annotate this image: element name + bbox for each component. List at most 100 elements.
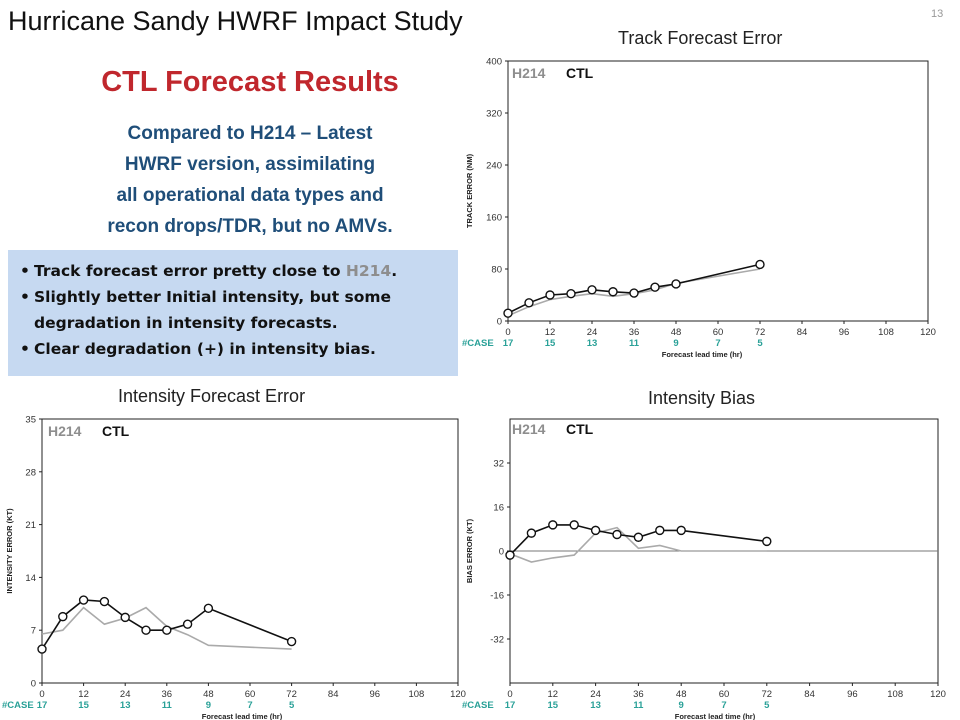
- track-chart-title: Track Forecast Error: [618, 28, 783, 48]
- y-axis-label: TRACK ERROR (NM): [465, 153, 474, 228]
- x-tick-label: 96: [839, 327, 850, 338]
- y-tick-label: 80: [491, 265, 502, 276]
- x-tick-label: 96: [370, 689, 381, 700]
- bullet-dot-icon: •: [20, 262, 30, 280]
- legend-label: CTL: [102, 423, 130, 439]
- bullet-dot-icon: •: [20, 340, 30, 358]
- section-title: CTL Forecast Results: [101, 66, 399, 98]
- series-line-ctl: [507, 263, 761, 314]
- case-count: 11: [633, 700, 644, 711]
- case-count: 7: [715, 338, 720, 349]
- data-point-ctl: [762, 536, 772, 547]
- x-tick-label: 0: [39, 689, 44, 700]
- bullet-item: • Clear degradation (+) in intensity bias…: [20, 336, 458, 362]
- case-count: 15: [545, 338, 556, 349]
- x-tick-label: 24: [590, 689, 601, 700]
- plot-frame: [41, 418, 459, 684]
- series-line-ctl: [509, 524, 767, 556]
- case-count: 13: [590, 700, 601, 711]
- bullet-item: • Track forecast error pretty close to H2…: [20, 258, 458, 284]
- x-tick-label: 48: [671, 327, 682, 338]
- x-tick-label: 12: [545, 327, 556, 338]
- case-count: 9: [206, 700, 211, 711]
- case-count: 7: [721, 700, 726, 711]
- series-line-h214: [41, 606, 292, 650]
- bullet-item: • Slightly better Initial intensity, but …: [20, 284, 458, 310]
- x-tick-label: 120: [920, 327, 936, 338]
- x-tick-label: 0: [507, 689, 512, 700]
- case-label: #CASE: [2, 700, 34, 711]
- data-point-ctl: [182, 619, 193, 629]
- y-tick-label: 21: [25, 520, 36, 531]
- y-axis-label: INTENSITY ERROR (KT): [5, 508, 14, 594]
- case-count: 15: [78, 700, 89, 711]
- y-tick-label: 240: [486, 161, 502, 172]
- x-tick-label: 108: [878, 327, 894, 338]
- data-point-ctl: [99, 596, 110, 607]
- x-tick-label: 0: [505, 327, 510, 338]
- case-count: 17: [503, 338, 514, 349]
- y-tick-label: 0: [31, 679, 36, 690]
- x-tick-label: 72: [755, 327, 766, 338]
- data-point-ctl: [612, 529, 622, 540]
- y-tick-label: 32: [493, 459, 504, 470]
- case-count: 13: [587, 338, 598, 349]
- x-tick-label: 48: [676, 689, 687, 700]
- data-point-ctl: [526, 528, 537, 538]
- bullet-dot-icon: •: [20, 288, 30, 306]
- track-error-chart: 0 80 160 240 320 400 0 12 24 36 48 60 72 84 96 108 120 #C…: [462, 57, 936, 360]
- x-tick-label: 36: [633, 689, 644, 700]
- case-count: 5: [757, 338, 763, 349]
- data-point-ctl: [650, 282, 660, 292]
- slide-number: 13: [931, 8, 944, 20]
- y-tick-label: 16: [493, 503, 504, 514]
- y-tick-label: 400: [486, 57, 502, 68]
- y-tick-label: 0: [497, 317, 502, 328]
- case-label: #CASE: [462, 700, 494, 711]
- description-line: HWRF version, assimilating: [124, 154, 376, 175]
- case-count: 5: [764, 700, 770, 711]
- case-count: 11: [162, 700, 173, 711]
- data-point-ctl: [548, 520, 558, 530]
- series-line-ctl: [41, 599, 292, 650]
- case-count: 9: [679, 700, 684, 711]
- case-label: #CASE: [462, 338, 494, 349]
- bullet-text: .: [391, 262, 398, 280]
- data-point-ctl: [671, 279, 681, 289]
- case-count: 15: [548, 700, 559, 711]
- y-tick-label: 14: [25, 573, 36, 584]
- legend-label: CTL: [566, 421, 594, 437]
- y-axis-label: BIAS ERROR (KT): [465, 518, 474, 583]
- bullet-highlight: H214: [345, 262, 392, 280]
- x-tick-label: 24: [120, 689, 131, 700]
- data-point-ctl: [590, 525, 601, 536]
- legend-label: H214: [512, 65, 546, 81]
- data-point-ctl: [78, 595, 89, 605]
- data-point-ctl: [629, 288, 639, 298]
- x-tick-label: 60: [719, 689, 730, 700]
- x-tick-label: 72: [762, 689, 773, 700]
- data-point-ctl: [524, 298, 534, 308]
- case-count: 7: [247, 700, 252, 711]
- y-tick-label: -16: [490, 591, 504, 602]
- case-count: 17: [37, 700, 48, 711]
- data-point-ctl: [203, 603, 214, 614]
- data-point-ctl: [141, 625, 151, 635]
- case-count: 5: [289, 700, 295, 711]
- x-tick-label: 84: [797, 327, 808, 338]
- x-tick-label: 12: [548, 689, 559, 700]
- legend-label: CTL: [566, 65, 594, 81]
- data-point-ctl: [755, 259, 765, 270]
- x-tick-label: 12: [78, 689, 89, 700]
- bullet-text: Slightly better Initial intensity, but s…: [34, 288, 392, 306]
- y-tick-label: 160: [486, 213, 502, 224]
- x-tick-label: 36: [162, 689, 173, 700]
- case-count: 11: [629, 338, 640, 349]
- data-point-ctl: [120, 612, 130, 623]
- y-tick-label: 7: [31, 626, 36, 637]
- x-tick-label: 36: [629, 327, 640, 338]
- y-tick-label: 0: [499, 547, 504, 558]
- data-point-ctl: [37, 644, 47, 654]
- intensity-bias-chart: -32 -16 0 16 32 0 12 24 36 48 60 72 84 96 108 120 #CASE 1…: [462, 418, 946, 720]
- bullet-continuation: degradation in intensity forecasts.: [34, 314, 338, 332]
